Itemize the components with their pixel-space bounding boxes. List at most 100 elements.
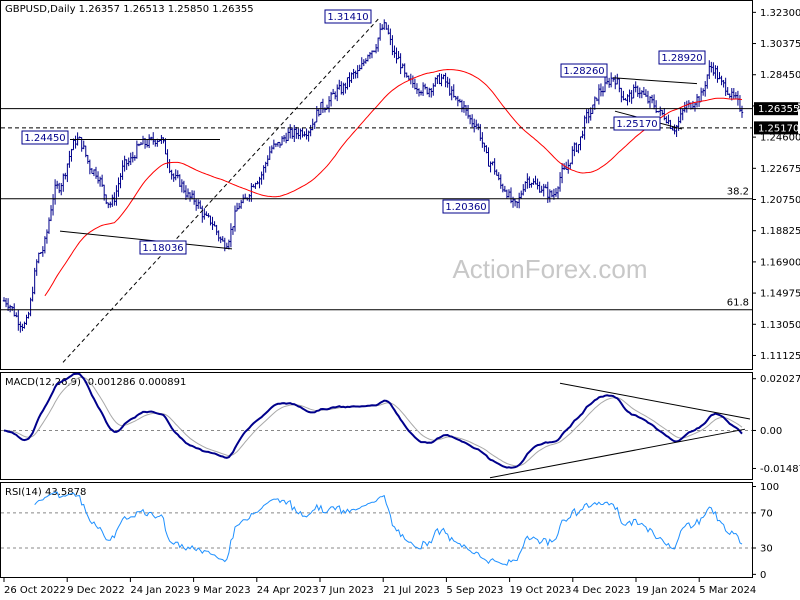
ohlc-bar xyxy=(362,59,366,67)
ohlc-bar xyxy=(35,259,38,276)
ohlc-bar xyxy=(233,205,237,232)
ohlc-bar xyxy=(546,181,549,203)
ohlc-bar xyxy=(215,224,218,236)
ohlc-bar xyxy=(145,139,149,148)
ohlc-bar xyxy=(685,100,689,113)
swing-label-text: 1.18036 xyxy=(142,243,183,254)
ohlc-bar xyxy=(49,205,53,222)
ohlc-bar xyxy=(239,199,243,209)
ohlc-bar xyxy=(174,169,177,181)
ohlc-bar xyxy=(667,114,670,125)
ohlc-bar xyxy=(575,142,578,152)
ohlc-bar xyxy=(661,109,664,116)
ohlc-bar xyxy=(419,90,423,96)
ohlc-bar xyxy=(15,312,18,318)
ohlc-bar xyxy=(581,130,584,139)
ohlc-bar xyxy=(536,178,539,190)
rsi-pane-frame xyxy=(0,482,753,578)
swing-label-text: 1.24450 xyxy=(24,133,65,144)
ohlc-bar xyxy=(100,174,104,187)
ohlc-bar xyxy=(640,90,644,99)
ohlc-bar xyxy=(464,105,468,116)
ohlc-bar xyxy=(53,179,57,205)
swing-label-box xyxy=(560,63,608,78)
macd-pane-frame xyxy=(0,372,753,480)
ohlc-bar xyxy=(718,72,721,80)
ohlc-bar xyxy=(327,96,331,113)
price-tick-label: 1.22675 xyxy=(760,164,800,175)
ohlc-bar xyxy=(321,98,325,113)
ohlc-bar xyxy=(544,184,547,189)
ohlc-bar xyxy=(650,94,654,104)
swing-label-text: 1.20360 xyxy=(445,202,486,213)
ohlc-bar xyxy=(681,108,684,121)
ohlc-bar xyxy=(60,183,63,196)
ohlc-bar xyxy=(68,150,71,168)
ohlc-bar xyxy=(329,91,333,107)
ohlc-bar xyxy=(248,194,251,202)
ohlc-bar xyxy=(740,105,744,118)
ohlc-bar xyxy=(121,160,124,180)
ohlc-bar xyxy=(303,131,306,137)
ohlc-bar xyxy=(630,90,633,104)
ohlc-bar xyxy=(107,202,110,209)
ohlc-bar xyxy=(205,211,208,216)
rsi-tick-label: 100 xyxy=(760,482,779,493)
ohlc-bar xyxy=(391,35,394,56)
x-tick-label: 5 Sep 2023 xyxy=(446,585,503,596)
ohlc-bar xyxy=(19,321,22,333)
ohlc-bar xyxy=(552,188,556,200)
price-tick-label: 1.11125 xyxy=(760,351,800,362)
ohlc-bar xyxy=(515,201,519,209)
ohlc-bar xyxy=(209,215,212,226)
ohlc-bar xyxy=(706,74,709,89)
ohlc-bar xyxy=(29,297,32,317)
ohlc-bar xyxy=(336,84,339,102)
ohlc-bar xyxy=(481,132,484,148)
ohlc-bar xyxy=(70,148,73,162)
ohlc-bar xyxy=(37,252,40,264)
ohlc-bar xyxy=(530,182,533,188)
ohlc-bar xyxy=(393,45,396,58)
ohlc-bar xyxy=(587,108,590,124)
ohlc-bar xyxy=(311,118,314,131)
x-tick-label: 5 Mar 2024 xyxy=(699,585,756,596)
ohlc-bar xyxy=(699,87,703,103)
ohlc-bar xyxy=(415,83,419,94)
ohlc-bar xyxy=(276,141,280,147)
swing-label-text: 1.28920 xyxy=(661,53,702,64)
ohlc-bar xyxy=(199,200,202,209)
ohlc-bar xyxy=(370,50,374,59)
rsi-tick-label: 70 xyxy=(760,508,773,519)
ohlc-bar xyxy=(470,114,474,128)
ohlc-bar xyxy=(115,185,118,206)
ohlc-bar xyxy=(356,65,359,79)
x-tick-label: 24 Apr 2023 xyxy=(257,585,319,596)
ohlc-bar xyxy=(540,185,543,193)
ohlc-bar xyxy=(217,230,220,242)
ohlc-bar xyxy=(663,108,666,121)
ohlc-bar xyxy=(338,79,341,90)
ohlc-bar xyxy=(573,142,576,157)
swing-label: 1.20360 xyxy=(442,199,490,214)
ohlc-bar xyxy=(550,190,554,198)
ohlc-bar xyxy=(532,178,535,185)
ohlc-bar xyxy=(51,194,55,216)
symbol-info: GBPUSD,Daily 1.26357 1.26513 1.25850 1.2… xyxy=(5,4,254,15)
ohlc-bar xyxy=(289,124,292,139)
ohlc-bar xyxy=(372,50,376,53)
ohlc-bar xyxy=(452,84,455,98)
ohlc-bar xyxy=(564,161,568,170)
swing-label-box xyxy=(324,9,372,24)
fib-label: 61.8 xyxy=(727,298,749,309)
ohlc-bar xyxy=(383,19,386,30)
ohlc-bar xyxy=(520,190,523,199)
lower-channel-line xyxy=(59,230,233,250)
ohlc-bar xyxy=(425,86,429,95)
ohlc-bar xyxy=(528,176,531,189)
ohlc-bar xyxy=(413,78,417,90)
ohlc-bar xyxy=(603,76,607,93)
ohlc-bar xyxy=(229,223,233,248)
ohlc-bar xyxy=(589,107,592,121)
ohlc-bar xyxy=(266,155,269,167)
